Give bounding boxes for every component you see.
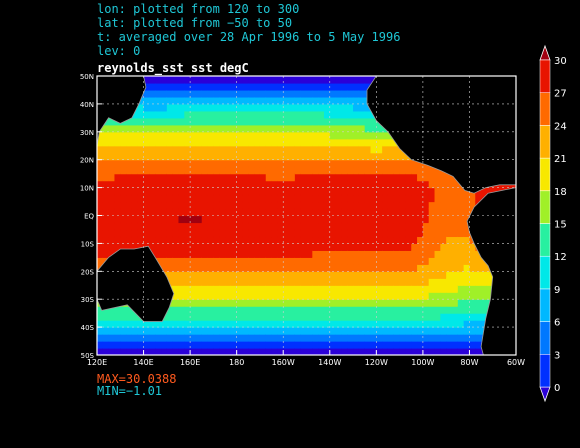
colorbar-tick-label: 27 [554, 89, 567, 100]
y-tick-label: EQ [84, 213, 94, 221]
y-tick-label: 20S [81, 268, 95, 276]
colorbar-segment [539, 59, 551, 93]
colorbar-tick-label: 6 [554, 318, 560, 329]
x-tick-label: 120E [87, 358, 107, 367]
colorbar-bottom-arrow [539, 386, 551, 403]
colorbar-top-arrow [539, 44, 551, 61]
colorbar-tick-label: 24 [554, 121, 567, 132]
colorbar-segment [539, 321, 551, 355]
colorbar-segment [539, 255, 551, 290]
north-america-land [366, 76, 516, 194]
colorbar-tick-label: 12 [554, 252, 567, 263]
colorbar-tick-label: 15 [554, 220, 567, 231]
colorbar-tick-label: 0 [554, 383, 560, 394]
australia-land [97, 245, 175, 322]
colorbar-segment [539, 157, 551, 192]
y-tick-label: 40S [81, 324, 95, 332]
x-tick-label: 160W [272, 358, 295, 367]
colorbar-segment [539, 190, 551, 224]
min-label: MIN=−1.01 [97, 384, 163, 398]
sst-field [97, 76, 516, 355]
x-tick-label: 160E [180, 358, 200, 367]
header-lat: lat: plotted from −50 to 50 [97, 16, 293, 30]
x-tick-label: 180 [229, 358, 244, 367]
colorbar-segment [539, 288, 551, 322]
x-tick-label: 100W [411, 358, 434, 367]
colorbar-segment [539, 354, 551, 388]
y-tick-label: 10N [80, 185, 94, 193]
south-america-land [466, 187, 516, 355]
chart-title: reynolds_sst sst degC [97, 61, 249, 75]
y-tick-label: 10S [81, 240, 95, 248]
x-tick-label: 60W [507, 358, 525, 367]
colorbar-tick-label: 9 [554, 285, 560, 296]
x-tick-label: 140W [318, 358, 341, 367]
asia-coast-land [97, 76, 147, 146]
header-lev: lev: 0 [97, 44, 141, 58]
y-tick-label: 20N [80, 157, 94, 165]
x-tick-label: 140E [133, 358, 153, 367]
header-lon: lon: plotted from 120 to 300 [97, 2, 300, 16]
header-time: t: averaged over 28 Apr 1996 to 5 May 19… [97, 30, 401, 44]
colorbar-tick-label: 3 [554, 350, 560, 361]
colorbar-tick-label: 21 [554, 154, 567, 165]
grid-lines [97, 76, 516, 355]
colorbar-segment [539, 125, 551, 159]
y-tick-label: 40N [80, 101, 94, 109]
x-tick-label: 80W [460, 358, 478, 367]
y-tick-label: 50S [81, 352, 95, 360]
colorbar-segment [539, 223, 551, 257]
colorbar-segment [539, 92, 551, 126]
colorbar-tick-label: 30 [554, 56, 567, 67]
colorbar-tick-label: 18 [554, 187, 567, 198]
max-label: MAX=30.0388 [97, 372, 177, 386]
y-tick-label: 30S [81, 296, 95, 304]
y-tick-label: 30N [80, 129, 94, 137]
x-tick-label: 120W [365, 358, 388, 367]
y-tick-label: 50N [80, 73, 94, 81]
